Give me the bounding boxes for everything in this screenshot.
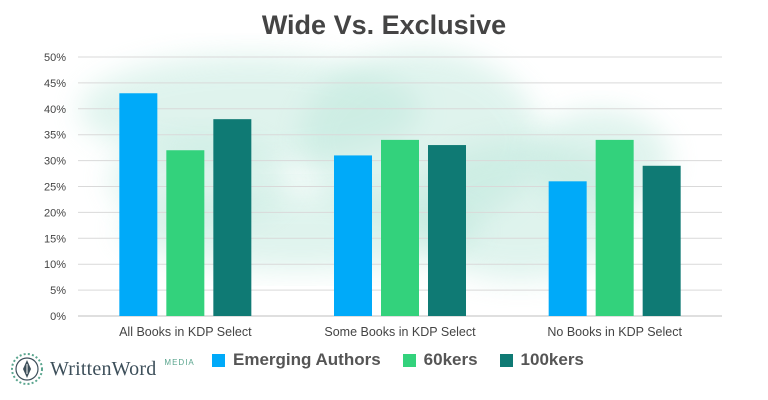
bar-emerging-authors [119,93,158,316]
y-tick-label: 40% [44,104,66,116]
legend-label-100kers: 100kers [520,350,584,369]
legend-swatch-emerging-authors [212,353,225,367]
x-tick-label: Some Books in KDP Select [324,325,476,339]
bar-emerging-authors [548,181,587,316]
bar-60kers [166,150,205,316]
bars [119,93,681,316]
bar-60kers [381,139,419,316]
legend: Emerging Authors 60kers 100kers [212,348,584,372]
legend-item-emerging-authors: Emerging Authors [212,350,381,370]
y-tick-label: 30% [44,156,66,168]
chart-title: Wide Vs. Exclusive [261,10,507,40]
y-tick-label: 50% [44,52,66,64]
logo: WrittenWord MEDIA [10,351,195,387]
legend-label-60kers: 60kers [423,350,478,369]
y-tick-label: 0% [50,311,66,323]
logo-text: WrittenWord [50,357,157,380]
y-tick-label: 25% [44,182,66,194]
y-tick-label: 35% [44,130,66,142]
x-tick-label: No Books in KDP Select [547,325,682,339]
bar-100kers [428,145,466,316]
y-tick-label: 15% [44,233,66,245]
legend-label-emerging-authors: Emerging Authors [233,350,381,369]
bar-emerging-authors [334,155,372,316]
logo-subtext: MEDIA [164,357,195,367]
legend-item-100kers: 100kers [499,350,584,370]
y-axis: 0% 5% 10% 15% 20% 25% 30% 35% 40% 45% 50% [44,52,66,323]
legend-swatch-60kers [402,353,416,367]
bar-60kers [595,139,634,316]
bar-100kers [642,165,681,316]
y-tick-label: 10% [44,259,66,271]
bar-100kers [213,119,252,316]
pen-nib-badge-icon [11,353,43,385]
legend-swatch-100kers [499,353,513,367]
y-tick-label: 5% [50,285,66,297]
legend-item-60kers: 60kers [402,350,478,370]
x-axis: All Books in KDP Select Some Books in KDP… [119,325,682,339]
x-tick-label: All Books in KDP Select [119,325,252,339]
y-tick-label: 45% [44,78,66,90]
y-tick-label: 20% [44,207,66,219]
